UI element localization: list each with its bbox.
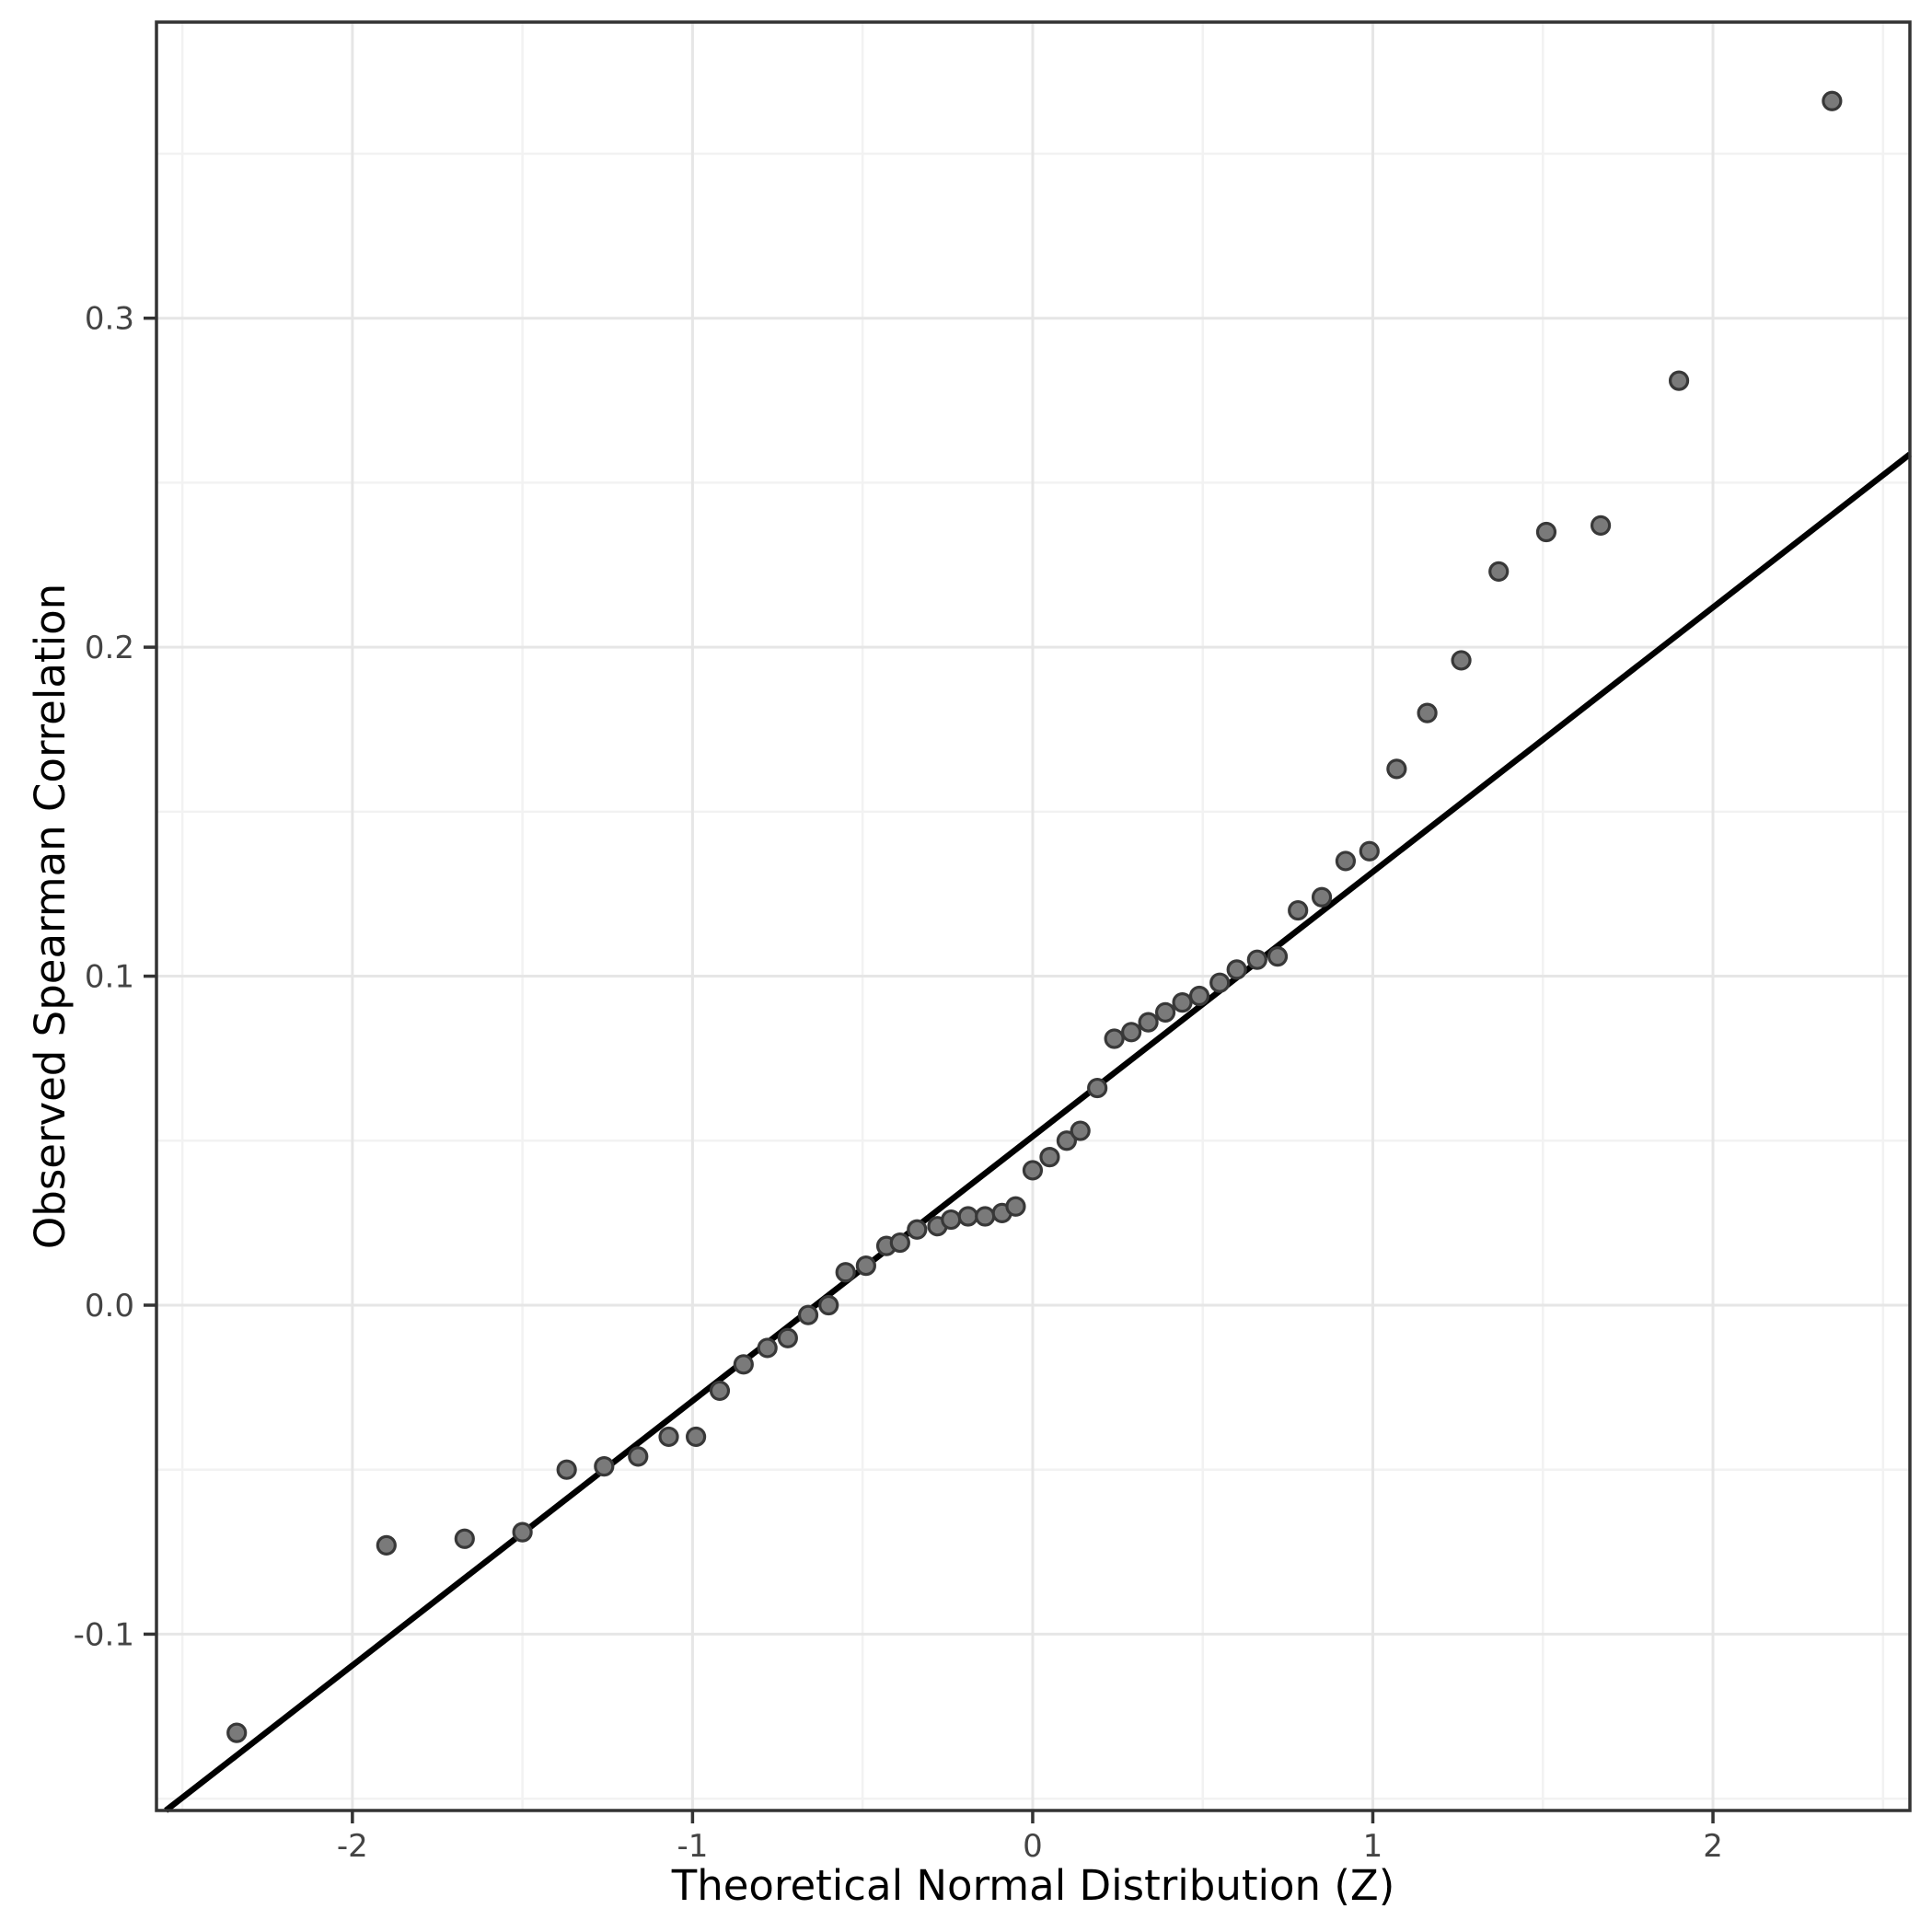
data-point <box>1121 1022 1142 1043</box>
data-point <box>1822 90 1843 111</box>
tick-marks-layer <box>144 316 1715 1823</box>
data-point <box>1138 1012 1159 1033</box>
data-point <box>1104 1028 1125 1049</box>
data-point <box>1039 1147 1060 1168</box>
data-point <box>975 1206 996 1227</box>
reference-line-layer <box>164 451 1912 1813</box>
data-point <box>797 1304 819 1325</box>
data-point <box>1267 946 1289 967</box>
qq-reference-line <box>164 451 1912 1813</box>
data-point <box>1590 515 1612 536</box>
data-point <box>685 1426 707 1448</box>
y-tick-label: -0.1 <box>74 1616 134 1653</box>
data-point <box>1417 702 1438 723</box>
data-point <box>907 1219 928 1240</box>
data-point <box>1488 561 1510 583</box>
tick-labels-layer: -2 -1 0 1 2 -0.1 0.0 0.1 0.2 0.3 <box>74 301 1723 1865</box>
data-point <box>1359 840 1380 862</box>
data-point <box>709 1380 731 1402</box>
data-point <box>1056 1130 1078 1151</box>
scatter-points-layer <box>226 90 1843 1743</box>
data-point <box>594 1456 615 1477</box>
data-point <box>1386 758 1407 780</box>
y-axis-title: Observed Spearman Correlation <box>26 584 75 1249</box>
data-point <box>1288 899 1309 921</box>
data-point <box>1451 650 1472 671</box>
data-point <box>1172 992 1193 1013</box>
data-point <box>1188 985 1210 1007</box>
x-tick-label: 1 <box>1363 1828 1383 1865</box>
x-tick-label: -2 <box>337 1828 368 1865</box>
data-point <box>818 1294 839 1316</box>
data-point <box>556 1459 577 1480</box>
y-tick-label: 0.3 <box>85 301 134 338</box>
data-point <box>658 1426 679 1448</box>
data-point <box>1209 972 1231 993</box>
data-point <box>628 1446 649 1467</box>
data-point <box>1668 370 1690 391</box>
data-point <box>1022 1160 1044 1181</box>
data-point <box>777 1327 798 1348</box>
data-point <box>835 1262 856 1283</box>
data-point <box>1535 521 1557 543</box>
data-point <box>957 1206 978 1227</box>
x-axis-title: Theoretical Normal Distribution (Z) <box>671 1861 1395 1910</box>
data-point <box>376 1534 397 1556</box>
data-point <box>454 1528 475 1549</box>
data-point <box>1087 1077 1108 1099</box>
y-tick-label: 0.0 <box>85 1288 134 1325</box>
data-point <box>512 1521 533 1543</box>
x-tick-label: 2 <box>1703 1828 1723 1865</box>
y-tick-label: 0.2 <box>85 630 134 666</box>
data-point <box>1335 850 1357 872</box>
data-point <box>1070 1120 1091 1141</box>
y-tick-label: 0.1 <box>85 959 134 996</box>
data-point <box>1226 959 1247 980</box>
data-point <box>889 1232 910 1254</box>
data-point <box>855 1255 876 1277</box>
data-point <box>1246 949 1267 970</box>
x-tick-label: 0 <box>1023 1828 1043 1865</box>
data-point <box>733 1354 754 1375</box>
data-point <box>226 1722 248 1743</box>
data-point <box>941 1209 962 1231</box>
x-tick-label: -1 <box>677 1828 708 1865</box>
data-point <box>1154 1001 1176 1023</box>
data-point <box>1311 886 1333 908</box>
data-point <box>1005 1196 1026 1217</box>
major-gridlines <box>156 22 1910 1811</box>
data-point <box>757 1337 778 1359</box>
